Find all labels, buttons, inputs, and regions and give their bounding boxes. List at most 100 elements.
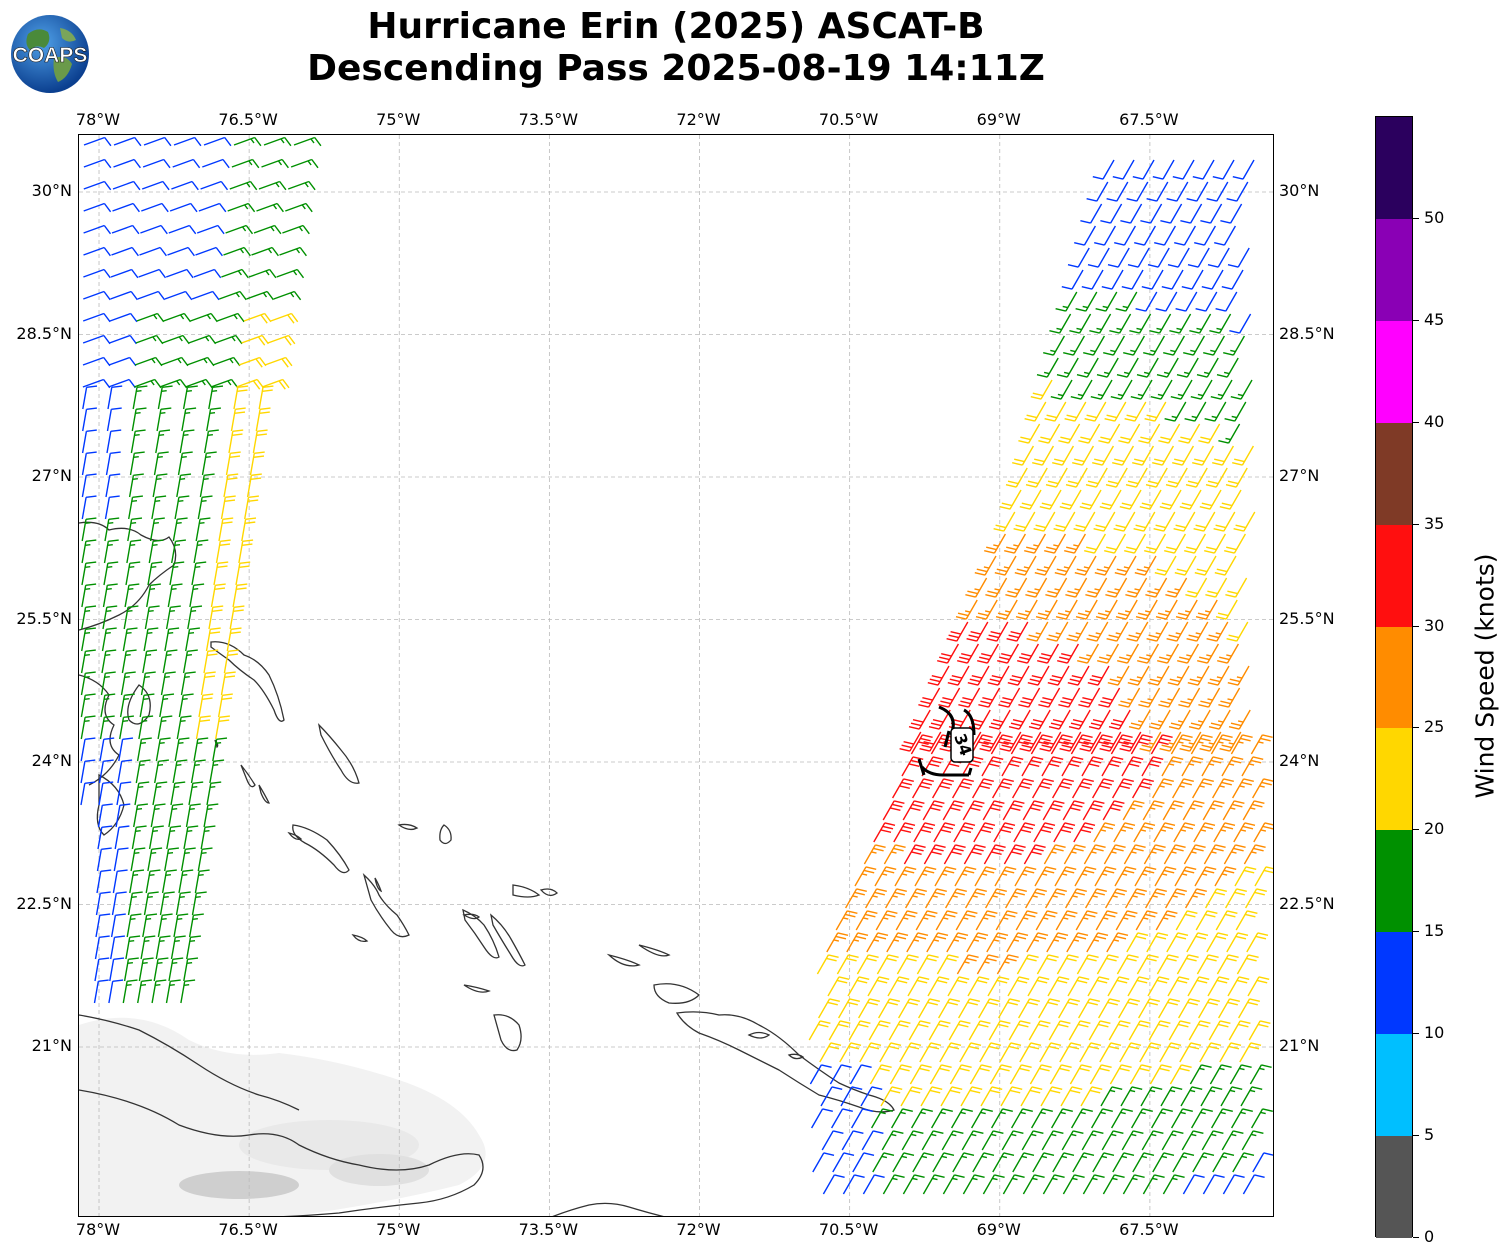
wind-barb — [139, 246, 167, 257]
wind-barb — [1175, 291, 1198, 312]
wind-barb — [939, 1042, 962, 1063]
wind-barb — [200, 825, 216, 850]
colorbar-tick-mark — [1413, 625, 1419, 627]
wind-barb — [263, 136, 292, 147]
wind-barb — [1213, 511, 1236, 532]
wind-barb — [232, 583, 248, 608]
wind-barb — [819, 1042, 842, 1063]
colorbar-label: Wind Speed (knots) — [1470, 553, 1500, 799]
wind-barb — [1092, 1152, 1115, 1173]
wind-barb — [1123, 844, 1146, 865]
wind-barb — [1063, 335, 1086, 356]
wind-barb — [188, 913, 204, 938]
wind-barb — [1215, 291, 1238, 312]
wind-barb — [1111, 778, 1134, 799]
wind-barb — [849, 1064, 872, 1085]
wind-barb — [1222, 1174, 1245, 1195]
wind-barb — [83, 246, 111, 257]
tick-label: 73.5°W — [518, 110, 579, 129]
wind-barb — [1215, 910, 1238, 931]
wind-barb — [1018, 687, 1041, 708]
wind-barb — [1216, 954, 1239, 975]
wind-barb — [965, 577, 988, 598]
wind-barb — [1036, 357, 1059, 378]
wind-barb — [886, 932, 909, 953]
wind-barb — [1125, 577, 1148, 598]
wind-barb — [206, 407, 221, 432]
wind-barb — [1177, 998, 1200, 1019]
wind-barb — [1139, 731, 1162, 752]
wind-barb — [1217, 643, 1240, 664]
wind-barb — [147, 847, 163, 872]
wind-barb — [173, 136, 202, 147]
colorbar-tick-label: 0 — [1424, 1227, 1435, 1246]
wind-barb — [81, 627, 96, 652]
wind-barb — [1192, 1152, 1215, 1173]
wind-barb — [1055, 291, 1078, 312]
wind-barb — [821, 1130, 844, 1151]
wind-barb — [1232, 159, 1255, 180]
wind-barb — [112, 202, 140, 213]
wind-barb — [1034, 866, 1057, 887]
wind-barb — [146, 583, 161, 608]
wind-barb — [133, 803, 148, 828]
tick-label: 30°N — [31, 181, 72, 200]
wind-barb — [98, 781, 114, 806]
wind-barb — [984, 533, 1007, 554]
wind-barb — [1153, 822, 1176, 843]
wind-barb — [975, 910, 998, 931]
wind-barb — [80, 671, 96, 696]
wind-barb — [1132, 1152, 1155, 1173]
wind-barb — [976, 954, 999, 975]
wind-barb — [1165, 577, 1188, 598]
wind-barb — [1171, 778, 1194, 799]
wind-barb — [1053, 511, 1076, 532]
wind-barb — [1102, 800, 1125, 821]
wind-barb — [235, 561, 251, 586]
wind-barb — [986, 932, 1009, 953]
wind-barb — [1021, 756, 1044, 777]
wind-barb — [1053, 822, 1076, 843]
wind-barb — [1052, 445, 1075, 466]
wind-barb — [163, 312, 192, 323]
wind-barb — [1118, 687, 1141, 708]
wind-barb — [1130, 379, 1153, 400]
wind-barb — [1084, 533, 1107, 554]
wind-barb — [188, 781, 204, 806]
wind-barb — [1240, 1086, 1263, 1107]
wind-barb — [1196, 357, 1219, 378]
wind-barb — [80, 693, 96, 718]
wind-barb — [203, 136, 232, 147]
wind-barb — [215, 539, 231, 564]
wind-barb — [1105, 467, 1128, 488]
wind-barb — [955, 599, 978, 620]
wind-barb — [1212, 159, 1235, 180]
wind-barb — [1119, 489, 1142, 510]
wind-barb — [1228, 709, 1251, 730]
wind-barb — [981, 1130, 1004, 1151]
wind-barb — [1221, 269, 1244, 290]
wind-barb — [1014, 866, 1037, 887]
tick-label: 73.5°W — [518, 1220, 579, 1239]
wind-barb — [847, 976, 870, 997]
wind-barb — [171, 180, 199, 191]
wind-barb — [145, 869, 161, 894]
wind-barb — [142, 913, 158, 938]
wind-barb — [102, 605, 118, 630]
wind-barb — [917, 998, 940, 1019]
wind-barb — [989, 1064, 1012, 1085]
wind-barb — [149, 517, 165, 542]
wind-barb — [270, 312, 299, 324]
wind-barb — [1129, 1064, 1152, 1085]
wind-barb — [1010, 1108, 1033, 1129]
wind-barb — [1131, 778, 1154, 799]
wind-barb — [1145, 577, 1168, 598]
wind-barb — [1162, 1174, 1185, 1195]
wind-barb — [961, 756, 984, 777]
wind-barb — [205, 627, 221, 652]
wind-barb — [180, 979, 196, 1004]
wind-barb — [1219, 1042, 1242, 1063]
wind-barb — [1175, 910, 1198, 931]
wind-barb — [1110, 379, 1133, 400]
wind-barb — [256, 202, 284, 213]
